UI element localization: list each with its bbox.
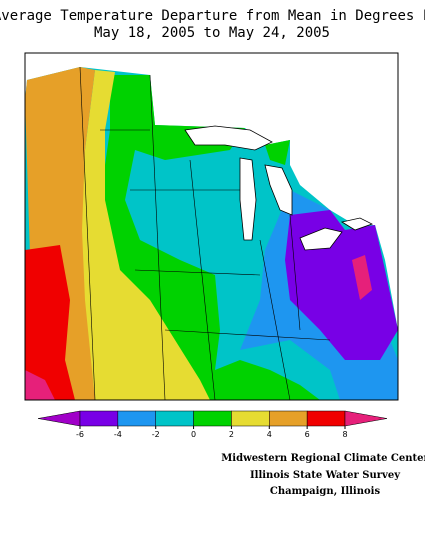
- colorbar: -6 -4 -2 0 2 4 6 8: [37, 410, 388, 439]
- colorbar-bin: [231, 410, 270, 427]
- colorbar-tick-label: 4: [267, 430, 272, 439]
- colorbar-bin: [269, 410, 308, 427]
- state-line: [79, 66, 96, 401]
- title-line: May 18, 2005 to May 24, 2005: [94, 25, 330, 41]
- credit: Illinois State Water Survey: [250, 470, 401, 481]
- colorbar-tick-label: 0: [191, 430, 196, 439]
- colorbar-bin: [79, 410, 119, 427]
- map: [24, 52, 399, 401]
- colorbar-arrow: [344, 410, 388, 427]
- map-frame: [24, 52, 399, 401]
- colorbar-tick-label: 8: [342, 430, 347, 439]
- lake: [264, 164, 293, 216]
- colorbar-tick-label: -4: [114, 430, 122, 439]
- state-line: [149, 74, 166, 401]
- temperature-region: [75, 70, 210, 400]
- temperature-region: [25, 370, 55, 400]
- state-line: [189, 159, 216, 401]
- colorbar-tick-label: 6: [305, 430, 310, 439]
- lake: [184, 125, 273, 151]
- state-line: [164, 329, 331, 341]
- credit: Midwestern Regional Climate Center: [221, 453, 425, 464]
- title-line: Average Temperature Departure from Mean …: [0, 8, 425, 24]
- temperature-region: [265, 140, 290, 165]
- colorbar-arrow: [37, 410, 81, 427]
- colorbar-bin: [306, 410, 346, 427]
- lake: [299, 227, 343, 251]
- temperature-region: [25, 67, 95, 400]
- temperature-region: [25, 245, 75, 400]
- credit: Champaign, Illinois: [270, 486, 381, 497]
- colorbar-tick-label: -6: [76, 430, 84, 439]
- state-line: [289, 214, 301, 331]
- lake: [239, 157, 257, 241]
- lake: [340, 217, 374, 231]
- state-line: [259, 239, 291, 401]
- temperature-region: [352, 255, 372, 300]
- colorbar-bin: [193, 410, 232, 427]
- colorbar-tick-label: 2: [229, 430, 234, 439]
- colorbar-bin: [155, 410, 194, 427]
- state-line: [134, 269, 261, 276]
- colorbar-tick-label: -2: [152, 430, 160, 439]
- colorbar-bin: [117, 410, 156, 427]
